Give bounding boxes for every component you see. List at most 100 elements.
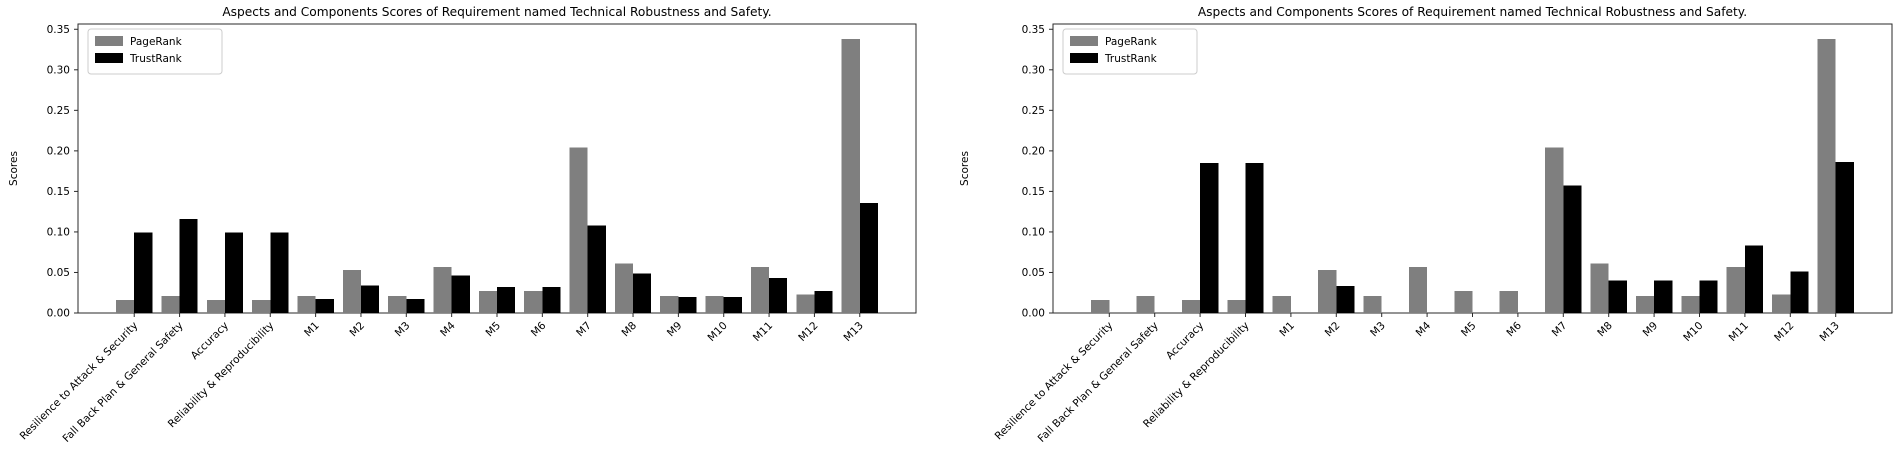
bar-trustrank-m12 — [814, 291, 833, 313]
x-tick-label: M13 — [842, 320, 866, 344]
bar-pagerank-m6 — [1499, 291, 1518, 313]
x-tick-label: M9 — [1641, 320, 1661, 340]
bar-trustrank-m10 — [723, 296, 742, 313]
legend: PageRank TrustRank — [87, 28, 223, 75]
legend-label-pagerank: PageRank — [130, 36, 183, 48]
x-tick-label: M12 — [1772, 320, 1796, 344]
bar-pagerank-m13 — [841, 38, 860, 314]
x-tick-label: M9 — [665, 320, 685, 340]
x-tick-label: M5 — [483, 320, 503, 340]
bar-trustrank-m3 — [406, 299, 425, 313]
legend-swatch-pagerank — [95, 36, 123, 46]
bar-pagerank-m4 — [1408, 266, 1428, 313]
bar-pagerank-m2 — [342, 270, 361, 313]
x-tick-label: M8 — [1595, 320, 1615, 340]
bar-pagerank-m5 — [1454, 291, 1473, 313]
y-tick-label: 0.05 — [1022, 267, 1045, 279]
bar-trustrank-m4 — [451, 275, 470, 313]
bar-trustrank-reliability-reproducibility — [1245, 163, 1264, 313]
bar-pagerank-m7 — [1545, 147, 1564, 313]
x-tick-label: M11 — [1727, 320, 1751, 344]
y-tick-label: 0.00 — [47, 308, 70, 320]
bar-trustrank-m12 — [1790, 271, 1809, 313]
bar-pagerank-m9 — [660, 295, 679, 313]
bar-pagerank-m1 — [1272, 295, 1291, 313]
bar-trustrank-m11 — [769, 278, 788, 313]
bar-pagerank-resilience-to-attack-security — [116, 300, 135, 313]
bar-trustrank-m13 — [1835, 162, 1854, 313]
bar-trustrank-m7 — [587, 225, 606, 313]
x-tick-label: M7 — [574, 320, 594, 340]
bar-trustrank-m8 — [633, 273, 652, 313]
bar-trustrank-fall-back-plan-general-safety — [179, 218, 198, 313]
bar-trustrank-accuracy — [224, 232, 244, 313]
y-tick-label: 0.35 — [47, 24, 70, 36]
x-tick-label: M5 — [1459, 320, 1479, 340]
y-tick-label: 0.10 — [47, 227, 70, 239]
bar-pagerank-m8 — [1590, 263, 1609, 313]
bar-trustrank-m6 — [542, 287, 561, 313]
bar-trustrank-m9 — [678, 296, 697, 313]
y-tick-label: 0.20 — [1022, 146, 1045, 158]
x-tick-label: Accuracy — [1164, 320, 1206, 362]
bar-trustrank-m2 — [360, 285, 380, 313]
bar-pagerank-m3 — [388, 295, 407, 313]
x-tick-label: M2 — [347, 320, 367, 340]
x-tick-label: M1 — [1277, 320, 1297, 340]
legend-label-trustrank: TrustRank — [129, 53, 183, 65]
x-tick-label: M8 — [620, 320, 640, 340]
bar-trustrank-m5 — [497, 287, 516, 313]
legend: PageRank TrustRank — [1062, 28, 1198, 75]
bar-trustrank-m10 — [1699, 280, 1718, 313]
y-tick-label: 0.20 — [47, 146, 70, 158]
bar-pagerank-m5 — [478, 291, 497, 313]
x-tick-label: M10 — [706, 320, 730, 344]
bar-trustrank-m9 — [1654, 280, 1673, 313]
bar-trustrank-m11 — [1744, 245, 1764, 313]
bar-pagerank-fall-back-plan-general-safety — [161, 295, 180, 313]
y-axis-label: Scores — [8, 151, 20, 186]
y-tick-label: 0.25 — [47, 105, 70, 117]
bar-pagerank-accuracy — [1181, 300, 1201, 313]
bar-pagerank-m10 — [1681, 295, 1700, 313]
bar-chart-svg-left: Aspects and Components Scores of Require… — [8, 5, 917, 445]
bar-trustrank-accuracy — [1200, 163, 1219, 313]
y-tick-label: 0.15 — [47, 186, 70, 198]
bar-pagerank-m6 — [524, 291, 543, 313]
bar-trustrank-m2 — [1336, 286, 1355, 313]
y-tick-label: 0.30 — [1022, 65, 1045, 77]
x-tick-label: M10 — [1681, 320, 1705, 344]
bar-pagerank-m9 — [1635, 295, 1655, 313]
x-tick-label: M4 — [438, 319, 458, 339]
bar-pagerank-reliability-reproducibility — [252, 300, 271, 313]
bar-pagerank-reliability-reproducibility — [1227, 300, 1246, 313]
bar-pagerank-m3 — [1363, 295, 1382, 313]
x-tick-label: M1 — [302, 320, 322, 340]
bar-trustrank-m8 — [1608, 280, 1627, 313]
x-tick-label: M11 — [751, 320, 775, 344]
x-tick-label: Accuracy — [189, 320, 231, 362]
bar-pagerank-m11 — [750, 266, 770, 313]
bar-trustrank-m7 — [1563, 185, 1582, 313]
y-tick-label: 0.00 — [1022, 308, 1045, 320]
bar-pagerank-m12 — [796, 294, 815, 313]
chart-left: Aspects and Components Scores of Require… — [8, 5, 917, 445]
legend-swatch-pagerank — [1070, 36, 1098, 46]
bar-pagerank-m1 — [297, 295, 316, 313]
x-tick-label: M6 — [529, 319, 549, 339]
x-tick-label: M3 — [393, 320, 413, 340]
bar-pagerank-m7 — [569, 147, 588, 313]
x-tick-label: M2 — [1323, 320, 1343, 340]
bar-pagerank-m11 — [1726, 266, 1745, 313]
x-tick-label: M3 — [1368, 320, 1388, 340]
y-tick-label: 0.05 — [47, 267, 70, 279]
bar-pagerank-fall-back-plan-general-safety — [1136, 295, 1155, 313]
x-tick-label: M13 — [1817, 320, 1841, 344]
x-tick-label: M12 — [796, 320, 820, 344]
bar-trustrank-resilience-to-attack-security — [134, 232, 153, 313]
x-tick-label: M6 — [1504, 319, 1524, 339]
bar-pagerank-m12 — [1772, 294, 1791, 313]
bar-pagerank-m8 — [614, 263, 634, 313]
bar-pagerank-resilience-to-attack-security — [1091, 300, 1110, 313]
